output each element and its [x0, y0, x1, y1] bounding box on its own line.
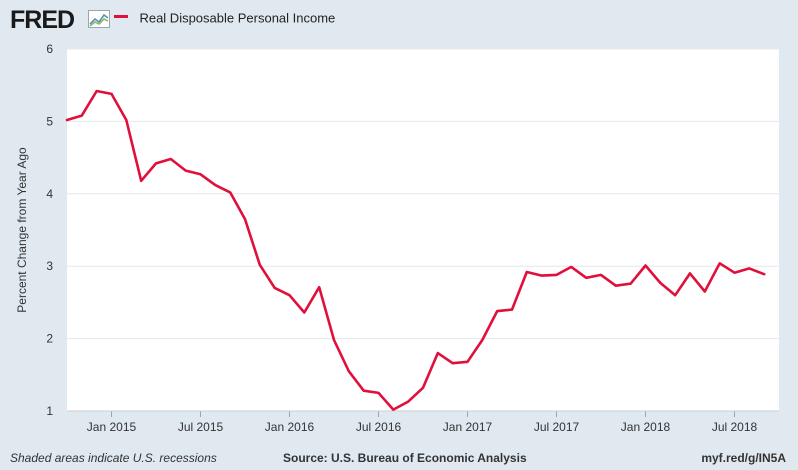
y-tick-label: 1 [46, 404, 53, 418]
data-point[interactable] [286, 291, 294, 299]
y-tick-label: 6 [46, 42, 53, 56]
x-tick-label: Jul 2018 [712, 420, 758, 434]
data-point[interactable] [597, 271, 605, 279]
data-point[interactable] [642, 261, 650, 269]
series-line [65, 89, 766, 411]
data-point[interactable] [404, 398, 412, 406]
data-point[interactable] [122, 116, 130, 124]
series [63, 87, 768, 414]
data-point[interactable] [478, 336, 486, 344]
line-chart-icon [88, 10, 110, 28]
x-tick-label: Jan 2017 [443, 420, 493, 434]
recessions-note: Shaded areas indicate U.S. recessions [10, 451, 217, 465]
short-link[interactable]: myf.red/g/IN5A [701, 451, 786, 465]
fred-logo[interactable]: FRED [10, 6, 75, 34]
data-point[interactable] [330, 336, 338, 344]
data-point[interactable] [271, 284, 279, 292]
data-point[interactable] [449, 359, 457, 367]
data-point[interactable] [523, 268, 531, 276]
data-point[interactable] [464, 358, 472, 366]
data-point[interactable] [182, 167, 190, 175]
data-point[interactable] [315, 283, 323, 291]
legend-label: Real Disposable Personal Income [139, 10, 336, 26]
source-note: Source: U.S. Bureau of Economic Analysis [283, 451, 527, 465]
data-point[interactable] [93, 87, 101, 95]
legend: Real Disposable Personal Income [114, 9, 335, 27]
x-tick-label: Jan 2018 [621, 420, 671, 434]
data-point[interactable] [553, 271, 561, 279]
x-tick-label: Jul 2017 [534, 420, 580, 434]
data-point[interactable] [108, 90, 116, 98]
data-point[interactable] [152, 159, 160, 167]
data-point[interactable] [226, 188, 234, 196]
data-point[interactable] [493, 307, 501, 315]
data-point[interactable] [538, 272, 546, 280]
y-tick-label: 3 [46, 259, 53, 273]
data-point[interactable] [419, 384, 427, 392]
data-point[interactable] [360, 387, 368, 395]
data-point[interactable] [241, 215, 249, 223]
y-tick-label: 2 [46, 332, 53, 346]
x-tick-label: Jul 2015 [178, 420, 224, 434]
data-point[interactable] [627, 280, 635, 288]
legend-swatch [114, 15, 128, 19]
data-point[interactable] [612, 282, 620, 290]
data-point[interactable] [671, 291, 679, 299]
data-point[interactable] [731, 269, 739, 277]
data-point[interactable] [716, 259, 724, 267]
data-point[interactable] [300, 309, 308, 317]
data-point[interactable] [197, 170, 205, 178]
data-point[interactable] [256, 261, 264, 269]
data-point[interactable] [63, 116, 71, 124]
data-point[interactable] [211, 181, 219, 189]
data-point[interactable] [78, 112, 86, 120]
y-tick-label: 4 [46, 187, 53, 201]
x-tick-label: Jan 2015 [87, 420, 137, 434]
data-point[interactable] [434, 349, 442, 357]
data-point[interactable] [167, 155, 175, 163]
plot-area [67, 49, 779, 411]
data-point[interactable] [567, 263, 575, 271]
data-point[interactable] [656, 279, 664, 287]
x-tick-label: Jul 2016 [356, 420, 402, 434]
data-point[interactable] [375, 389, 383, 397]
data-point[interactable] [345, 367, 353, 375]
x-tick-label: Jan 2016 [265, 420, 315, 434]
data-point[interactable] [686, 269, 694, 277]
data-point[interactable] [760, 270, 768, 278]
y-tick-label: 5 [46, 114, 53, 128]
data-point[interactable] [508, 306, 516, 314]
gridlines [67, 48, 779, 340]
y-tick-labels: 1 2 3 4 5 6 [46, 42, 53, 418]
data-point[interactable] [745, 264, 753, 272]
data-point[interactable] [389, 406, 397, 414]
data-point[interactable] [137, 177, 145, 185]
data-point[interactable] [701, 288, 709, 296]
data-point[interactable] [582, 274, 590, 282]
y-axis-label: Percent Change from Year Ago [15, 147, 29, 313]
x-ticks: Jan 2015 Jul 2015 Jan 2016 Jul 2016 Jan 2017… [87, 411, 758, 434]
